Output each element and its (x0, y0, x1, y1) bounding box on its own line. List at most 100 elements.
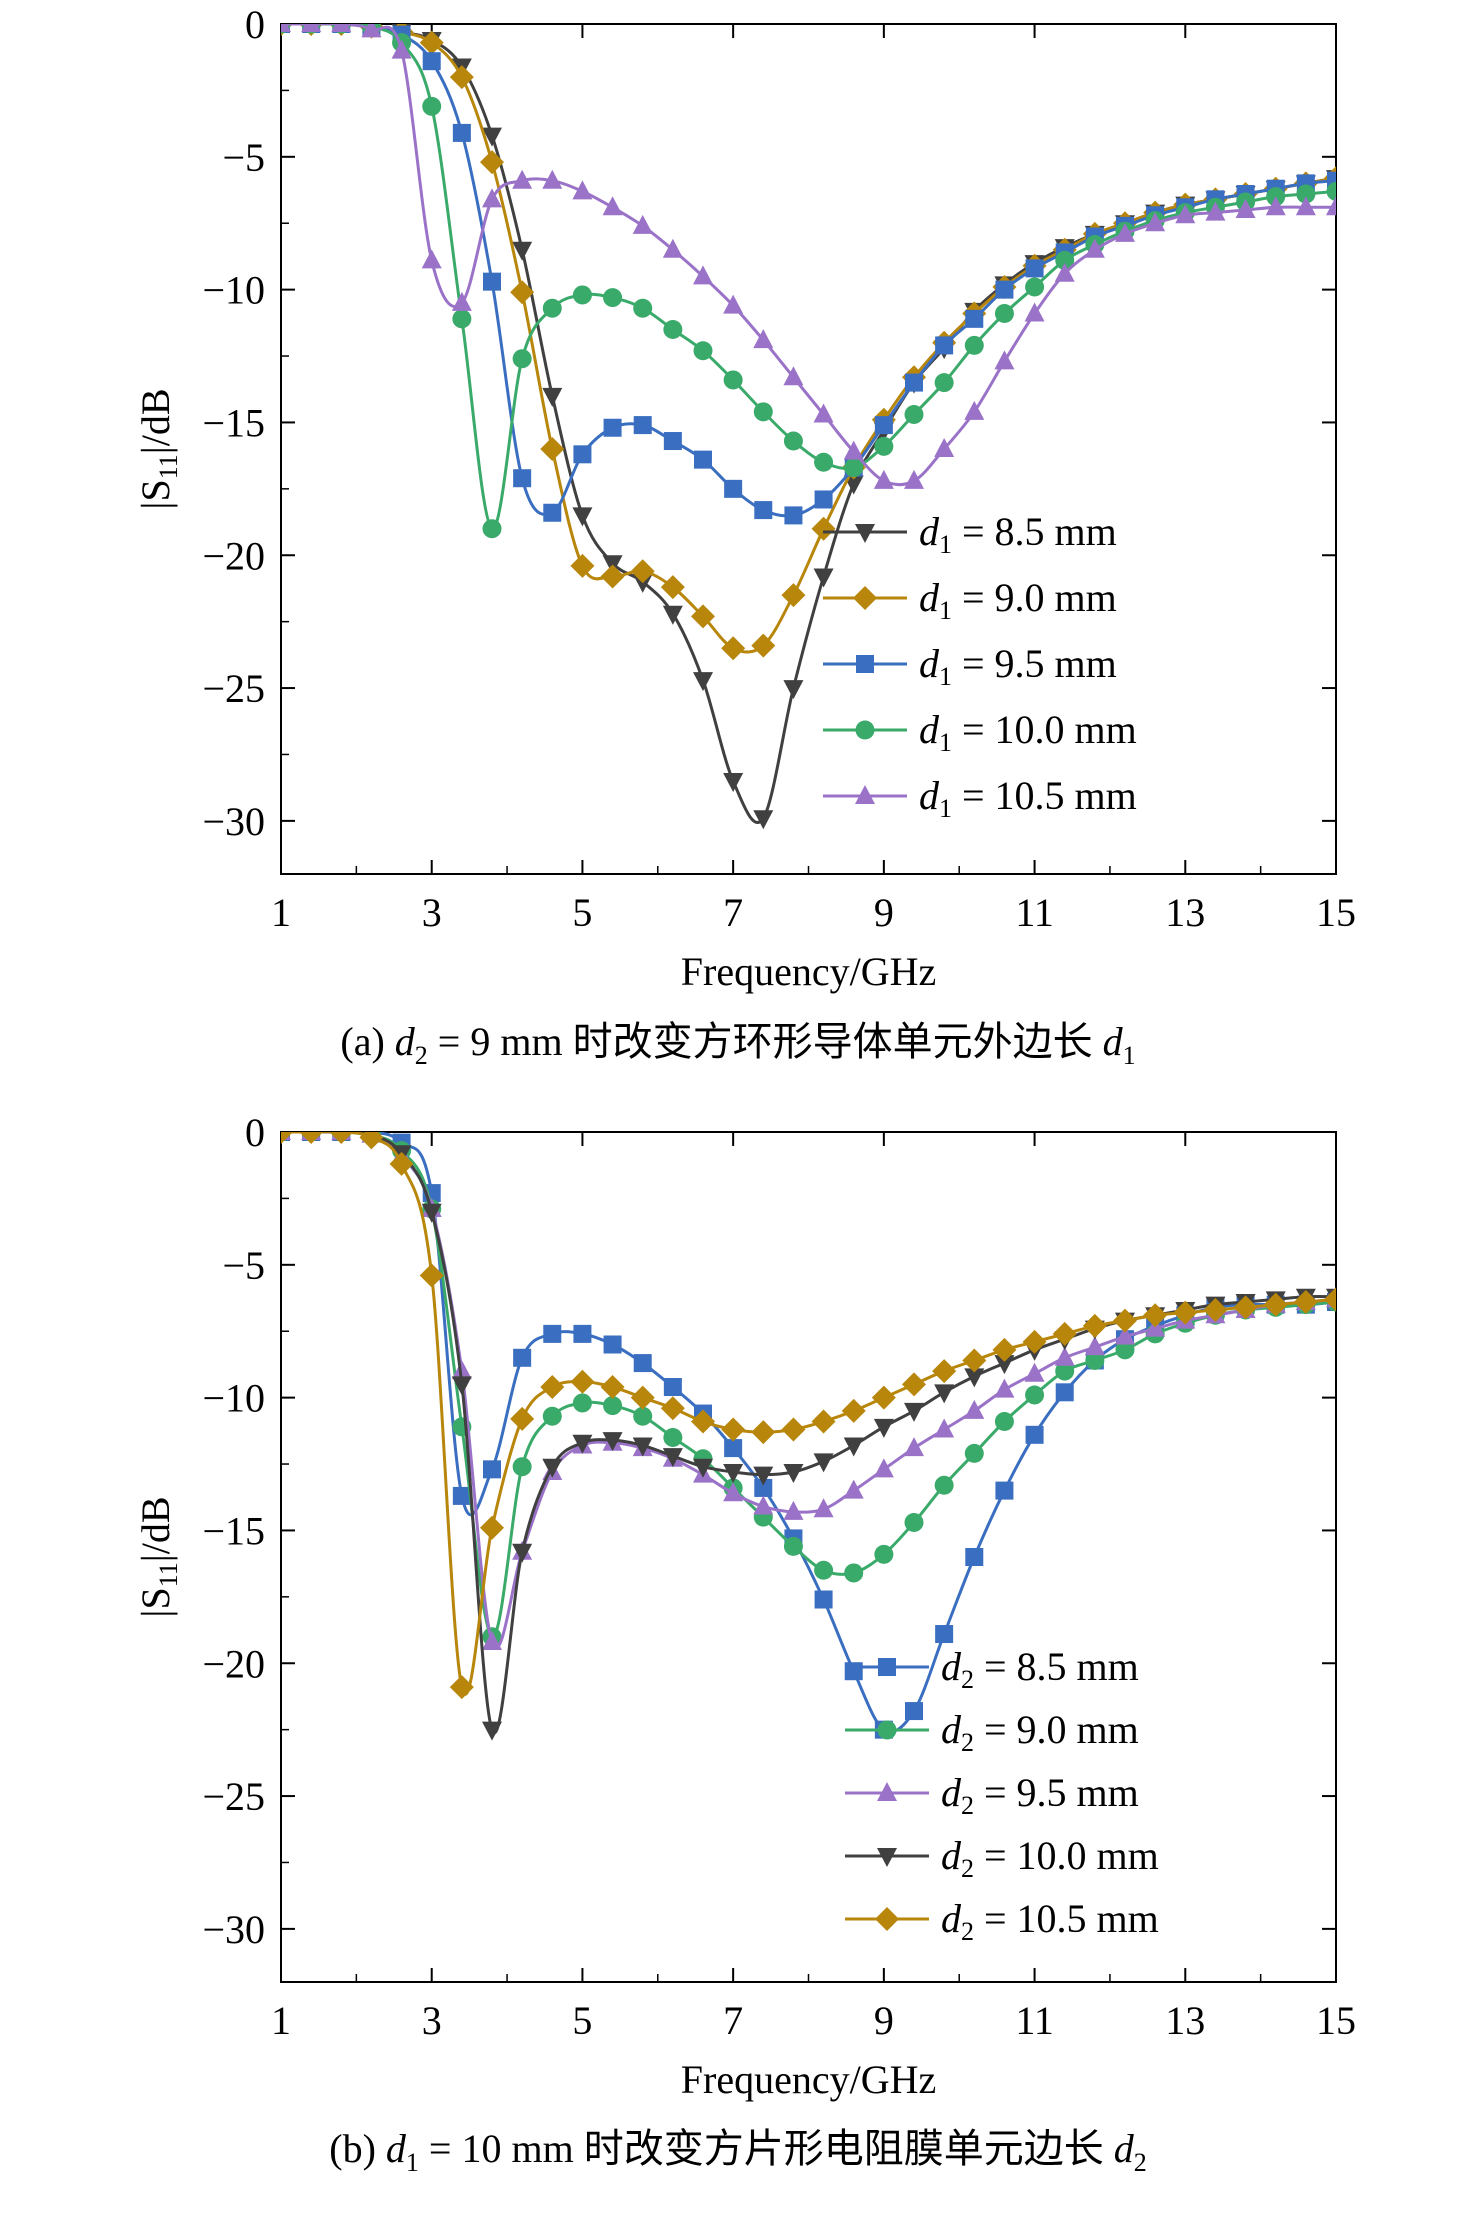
data-point (871, 1385, 896, 1410)
data-point (904, 404, 924, 424)
data-point (660, 1396, 685, 1421)
data-point (1115, 1340, 1135, 1360)
data-point (329, 1132, 354, 1144)
data-point (873, 1418, 894, 1438)
data-point (964, 335, 984, 355)
data-point (632, 573, 653, 593)
data-point (281, 24, 291, 32)
data-point (482, 1631, 502, 1650)
data-point (421, 249, 442, 269)
data-point (331, 24, 352, 32)
data-point (994, 304, 1014, 324)
data-point (660, 575, 685, 600)
data-point (572, 180, 593, 200)
chart-panel-a: 1 3 5 7 9 11 13 150−5−10−15−20−25−30Frequency/G… (133, 2, 1356, 1070)
data-point (281, 1132, 293, 1144)
data-point (1024, 302, 1045, 322)
data-point (1055, 1361, 1075, 1381)
data-point (573, 445, 592, 464)
data-point (359, 1132, 384, 1150)
data-point (1055, 1383, 1074, 1402)
data-point (603, 288, 623, 308)
data-point (723, 294, 744, 314)
data-point (691, 604, 715, 629)
data-point (602, 1432, 623, 1452)
data-point (572, 285, 592, 305)
data-point (543, 503, 562, 522)
figure-caption: (b) d1 = 10 mm 时改变方片形电阻膜单元边长 d2 (329, 2126, 1146, 2177)
data-point (301, 24, 322, 32)
plot-area (281, 1132, 1336, 1741)
data-point (874, 436, 894, 456)
x-axis-label: Frequency/GHz (681, 949, 936, 994)
data-point (391, 39, 412, 59)
data-point (874, 416, 893, 435)
x-tick-label: 1 (271, 1998, 291, 2043)
legend-label: d1 = 10.5 mm (919, 773, 1137, 823)
data-point (844, 1563, 864, 1583)
data-point (935, 1625, 954, 1644)
data-point (1265, 196, 1286, 216)
data-point (540, 1375, 565, 1399)
data-point (753, 402, 773, 422)
data-point (570, 553, 595, 578)
x-tick-label: 9 (874, 1998, 894, 2043)
data-point (694, 450, 712, 469)
data-point (633, 1406, 653, 1426)
data-point (452, 123, 471, 142)
x-tick-label: 11 (1015, 1998, 1054, 2043)
data-point (543, 1324, 562, 1343)
data-point (419, 30, 444, 55)
data-point (721, 636, 746, 661)
y-tick-label: −30 (202, 1907, 265, 1952)
legend-marker (856, 655, 874, 673)
legend-label: d2 = 9.5 mm (941, 1770, 1139, 1820)
data-point (751, 1420, 776, 1445)
data-point (965, 309, 984, 328)
data-point (1324, 1287, 1336, 1312)
data-point (482, 127, 502, 147)
data-point (964, 1368, 985, 1388)
data-point (904, 1402, 924, 1422)
x-tick-label: 13 (1165, 890, 1205, 935)
data-point (299, 1132, 324, 1144)
data-point (843, 475, 864, 495)
x-tick-label: 15 (1316, 890, 1356, 935)
data-point (572, 1393, 592, 1413)
data-point (573, 1324, 592, 1343)
data-point (754, 501, 773, 520)
data-point (994, 1412, 1014, 1432)
data-point (964, 1399, 985, 1419)
data-point (633, 298, 653, 318)
data-point (995, 1481, 1014, 1500)
data-point (1115, 1325, 1135, 1345)
data-point (361, 24, 382, 38)
legend-marker (855, 524, 875, 543)
data-point (1025, 277, 1045, 297)
data-point (480, 150, 504, 175)
data-point (965, 1548, 984, 1566)
data-point (1173, 1300, 1198, 1325)
data-point (389, 1151, 414, 1176)
data-point (811, 516, 836, 541)
y-tick-label: −10 (202, 268, 265, 313)
data-point (811, 1409, 836, 1434)
data-point (932, 1359, 957, 1384)
data-point (754, 1478, 773, 1497)
data-point (662, 238, 683, 258)
data-point (451, 1360, 472, 1380)
data-point (1025, 259, 1044, 278)
x-tick-label: 13 (1165, 1998, 1205, 2043)
data-point (663, 319, 683, 339)
data-point (1055, 250, 1075, 270)
data-point (542, 1406, 562, 1426)
data-point (600, 1375, 625, 1399)
data-point (783, 1464, 804, 1483)
data-point (843, 440, 864, 460)
data-point (513, 469, 532, 488)
y-tick-label: −15 (202, 1508, 265, 1553)
data-point (934, 1418, 955, 1438)
data-point (1024, 1362, 1045, 1382)
data-point (814, 490, 833, 509)
data-point (995, 280, 1014, 299)
